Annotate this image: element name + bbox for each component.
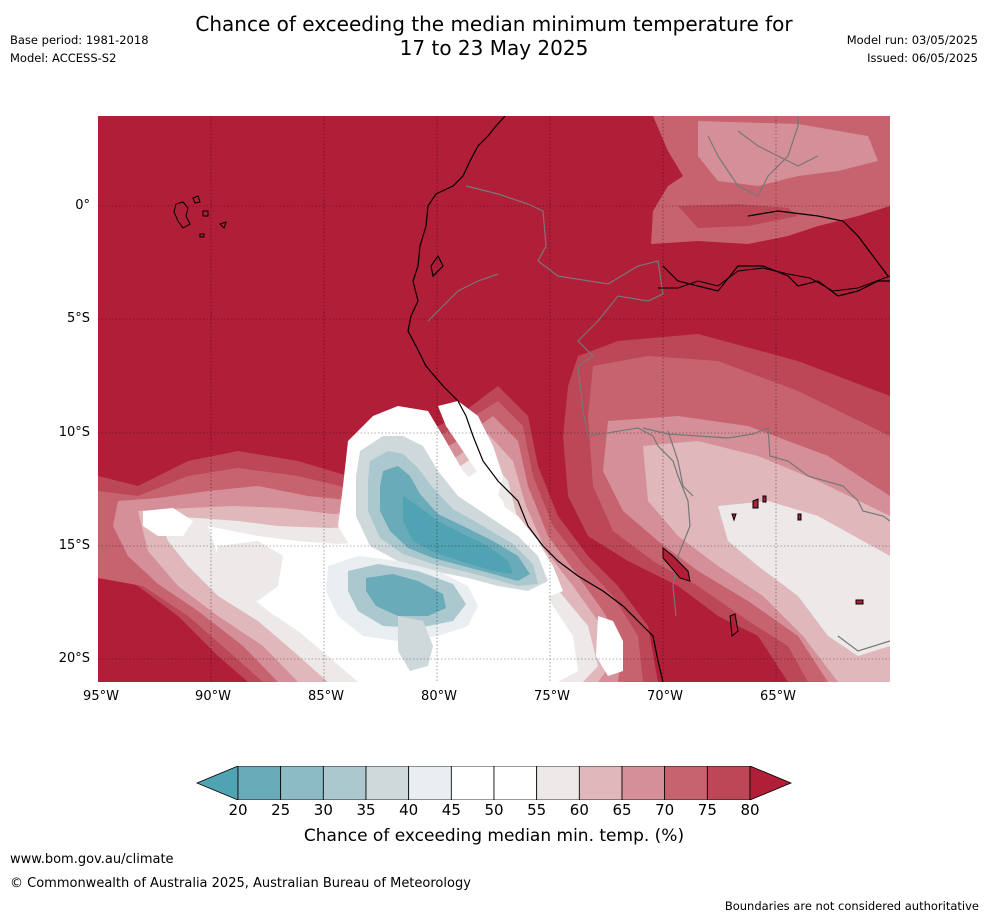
country-borders [427, 116, 890, 652]
lat-label-0: 0° [75, 198, 90, 213]
colorbar-tick-label: 40 [399, 801, 419, 819]
colorbar-swatch [365, 766, 410, 800]
lon-label-95w: 95°W [83, 689, 119, 704]
contour-ne-65 [698, 121, 878, 186]
run-info: Model run: 03/05/2025 Issued: 06/05/2025 [847, 31, 978, 67]
base-period: Base period: 1981-2018 [10, 33, 149, 47]
lat-label-15s: 15°S [58, 538, 90, 553]
colorbar-tick-label: 65 [612, 801, 632, 819]
lon-label-75w: 75°W [534, 689, 570, 704]
graticule [98, 116, 890, 682]
colorbar-title: Chance of exceeding median min. temp. (%… [303, 826, 685, 846]
contour-mid-25 [366, 574, 446, 616]
model-info: Base period: 1981-2018 Model: ACCESS-S2 [10, 31, 149, 67]
colorbar-extend-high [749, 766, 793, 800]
boundary-disclaimer: Boundaries are not considered authoritat… [724, 899, 979, 913]
lon-label-90w: 90°W [195, 689, 231, 704]
colorbar-tick-label: 80 [740, 801, 760, 819]
colorbar-swatch [408, 766, 452, 800]
colorbar-tick-label: 35 [356, 801, 376, 819]
contour-coast-20 [403, 496, 513, 574]
colorbar-swatch [280, 766, 324, 800]
contour-inland-50 [438, 401, 503, 496]
contour-east-55 [718, 501, 890, 656]
lon-label-85w: 85°W [308, 689, 344, 704]
colorbar-tick-label: 45 [441, 801, 461, 819]
coastline [407, 116, 890, 682]
lon-label-65w: 65°W [760, 689, 796, 704]
copyright-notice: © Commonwealth of Australia 2025, Austra… [10, 876, 471, 891]
lat-label-20s: 20°S [58, 651, 90, 666]
colorbar-extend-low [195, 766, 239, 800]
lakes [662, 495, 864, 637]
colorbar-swatch [664, 766, 708, 800]
lat-label-5s: 5°S [66, 311, 90, 326]
colorbar-swatch [578, 766, 623, 800]
colorbar-tick-label: 70 [655, 801, 675, 819]
colorbar-swatch [322, 766, 367, 800]
contour-ne-75 [678, 204, 798, 228]
contour-far-west-55 [213, 541, 283, 601]
lon-label-80w: 80°W [421, 689, 457, 704]
colorbar-tick-label: 30 [313, 801, 333, 819]
colorbar-swatch [237, 766, 282, 800]
colorbar-tick-label: 55 [527, 801, 547, 819]
colorbar-swatch [450, 766, 495, 800]
lon-label-70w: 70°W [647, 689, 683, 704]
amazon-river [658, 267, 890, 292]
model-name: Model: ACCESS-S2 [10, 51, 117, 65]
contour-far-west-50 [143, 508, 193, 536]
colorbar [195, 766, 793, 800]
chart-title: Chance of exceeding the median minimum t… [0, 12, 988, 60]
colorbar-tick-label: 50 [484, 801, 504, 819]
colorbar-tick-label: 20 [228, 801, 248, 819]
contour-mid-40-south [398, 616, 433, 671]
title-line-2: 17 to 23 May 2025 [399, 36, 589, 60]
model-run: Model run: 03/05/2025 [846, 33, 978, 47]
colorbar-swatches [195, 766, 793, 800]
colorbar-swatch [621, 766, 666, 800]
colorbar-swatch [493, 766, 538, 800]
issued-date: Issued: 06/05/2025 [867, 51, 978, 65]
lat-label-10s: 10°S [58, 425, 90, 440]
colorbar-tick-label: 60 [569, 801, 589, 819]
probability-map [98, 116, 890, 682]
colorbar-tick-label: 75 [697, 801, 717, 819]
colorbar-swatch [706, 766, 751, 800]
website-link[interactable]: www.bom.gov.au/climate [10, 852, 174, 867]
galapagos-islands [173, 195, 227, 238]
colorbar-tick-label: 25 [271, 801, 291, 819]
contour-south-50 [596, 616, 623, 676]
colorbar-swatch [536, 766, 580, 800]
title-line-1: Chance of exceeding the median minimum t… [195, 12, 793, 36]
